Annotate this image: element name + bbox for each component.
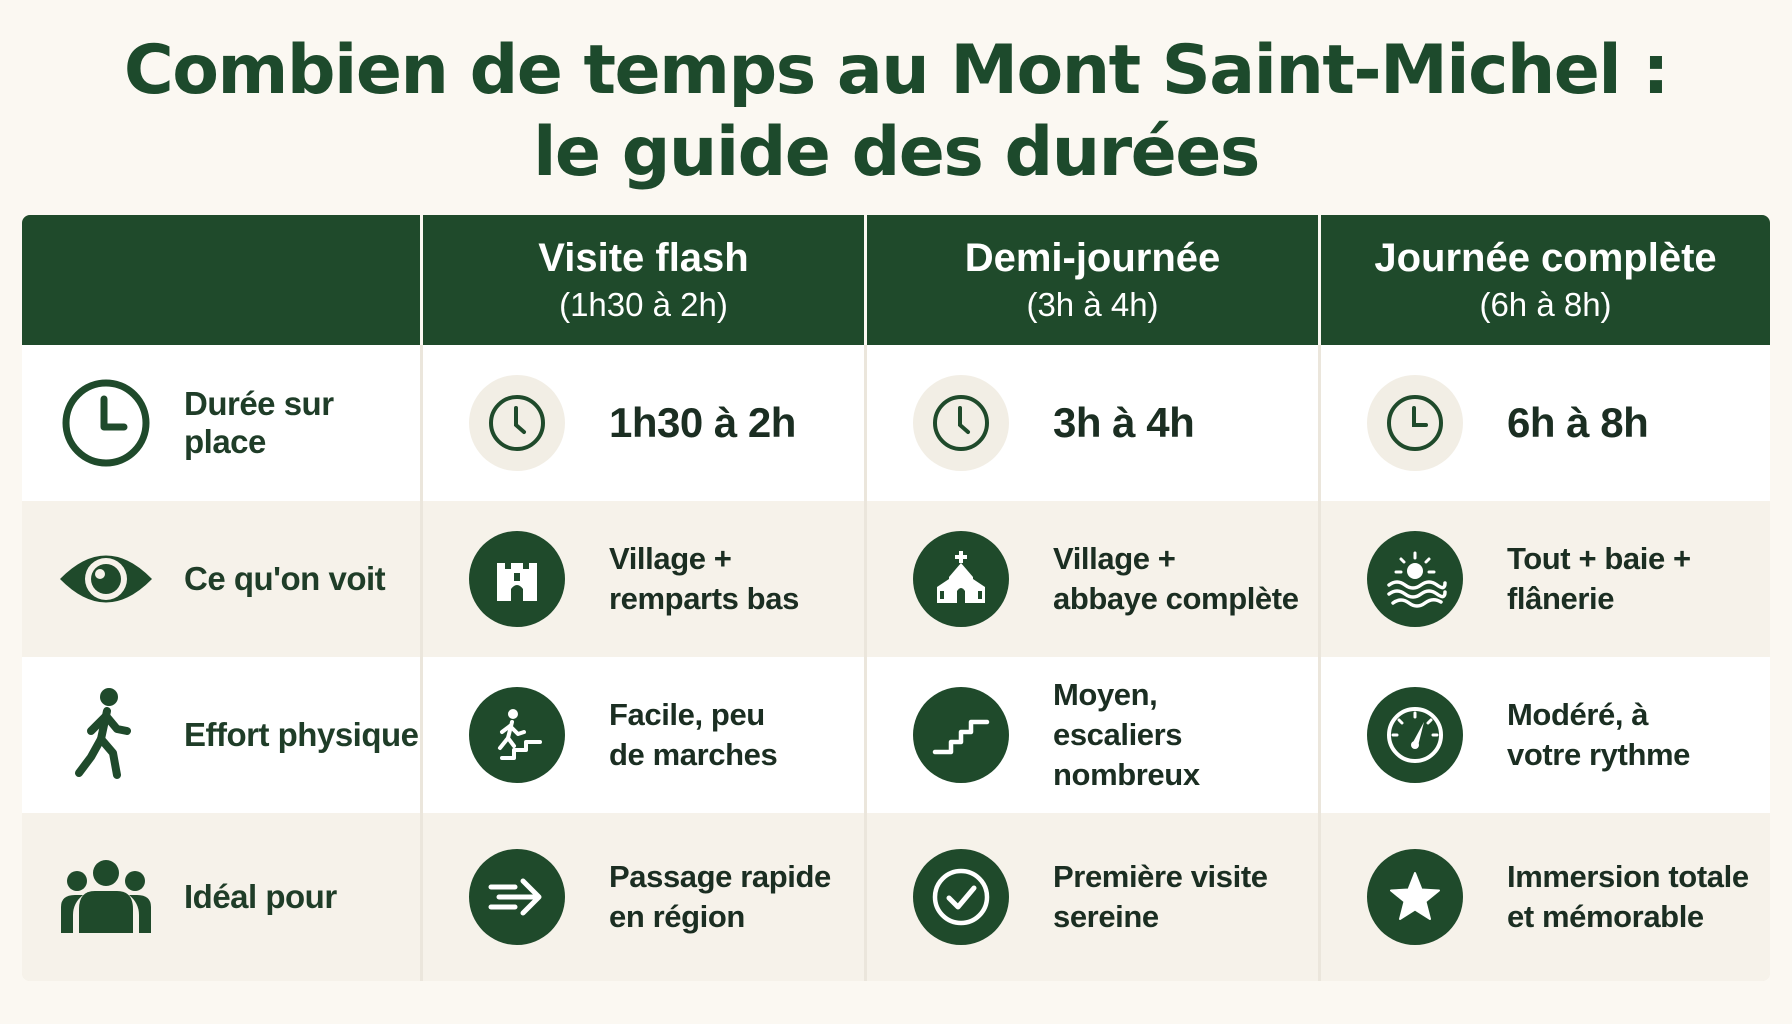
clock-icon: [1367, 375, 1463, 471]
row-label: Idéal pour: [184, 878, 337, 915]
table-cell: Village + remparts bas: [420, 501, 864, 657]
header-column-range: (6h à 8h): [1479, 286, 1612, 323]
row-label-cell: Idéal pour: [22, 813, 420, 981]
row-label: Durée sur place: [184, 385, 334, 460]
cell-text: 3h à 4h: [1053, 399, 1195, 446]
clock-icon: [469, 375, 565, 471]
header-column-range: (3h à 4h): [1026, 286, 1159, 323]
row-label-cell: Durée sur place: [22, 345, 420, 501]
title-line-1: Combien de temps au Mont Saint-Michel :: [123, 31, 1670, 110]
table-cell: Première visite sereine: [864, 813, 1318, 981]
clock-icon: [913, 375, 1009, 471]
cell-text: Village + remparts bas: [609, 541, 799, 616]
header-column-name: Visite flash: [538, 236, 749, 280]
row-label-cell: Ce qu'on voit: [22, 501, 420, 657]
castle-tower-icon: [469, 531, 565, 627]
sun-waves-icon: [1367, 531, 1463, 627]
table-cell: Passage rapide en région: [420, 813, 864, 981]
check-circle-icon: [913, 849, 1009, 945]
walking-person-icon: [56, 685, 156, 785]
duration-table: Visite flash (1h30 à 2h) Demi-journée (3…: [22, 215, 1770, 981]
header-demi-journee: Demi-journée (3h à 4h): [864, 215, 1318, 345]
table-cell: 6h à 8h: [1318, 345, 1770, 501]
group-icon: [56, 847, 156, 947]
clock-icon: [56, 373, 156, 473]
cell-text: Facile, peu de marches: [609, 697, 778, 772]
eye-icon: [56, 529, 156, 629]
header-column-range: (1h30 à 2h): [559, 286, 728, 323]
title-line-2: le guide des durées: [533, 113, 1260, 192]
header-column-name: Demi-journée: [964, 236, 1221, 280]
table-cell: Modéré, à votre rythme: [1318, 657, 1770, 813]
table-cell: 3h à 4h: [864, 345, 1318, 501]
cell-text: Modéré, à votre rythme: [1507, 697, 1690, 772]
cell-text: Tout + baie + flânerie: [1507, 541, 1691, 616]
table-cell: Tout + baie + flânerie: [1318, 501, 1770, 657]
cell-text: 1h30 à 2h: [609, 399, 796, 446]
row-label-cell: Effort physique: [22, 657, 420, 813]
cell-text: Moyen, escaliers nombreux: [1053, 677, 1200, 792]
church-icon: [913, 531, 1009, 627]
cell-text: Immersion totale et mémorable: [1507, 859, 1749, 934]
table-cell: Facile, peu de marches: [420, 657, 864, 813]
cell-text: Village + abbaye complète: [1053, 541, 1299, 616]
table-cell: Moyen, escaliers nombreux: [864, 657, 1318, 813]
header-journee-complete: Journée complète (6h à 8h): [1318, 215, 1770, 345]
header-column-name: Journée complète: [1374, 236, 1717, 280]
table-cell: Immersion totale et mémorable: [1318, 813, 1770, 981]
table-cell: Village + abbaye complète: [864, 501, 1318, 657]
fast-arrow-icon: [469, 849, 565, 945]
header-visite-flash: Visite flash (1h30 à 2h): [420, 215, 864, 345]
cell-text: 6h à 8h: [1507, 399, 1649, 446]
row-label: Effort physique: [184, 716, 419, 753]
person-stairs-icon: [469, 687, 565, 783]
row-label: Ce qu'on voit: [184, 560, 386, 597]
gauge-icon: [1367, 687, 1463, 783]
header-empty-cell: [22, 215, 420, 345]
cell-text: Passage rapide en région: [609, 859, 831, 934]
cell-text: Première visite sereine: [1053, 859, 1268, 934]
table-cell: 1h30 à 2h: [420, 345, 864, 501]
page-title: Combien de temps au Mont Saint-Michel : …: [0, 30, 1792, 194]
stairs-icon: [913, 687, 1009, 783]
star-icon: [1367, 849, 1463, 945]
